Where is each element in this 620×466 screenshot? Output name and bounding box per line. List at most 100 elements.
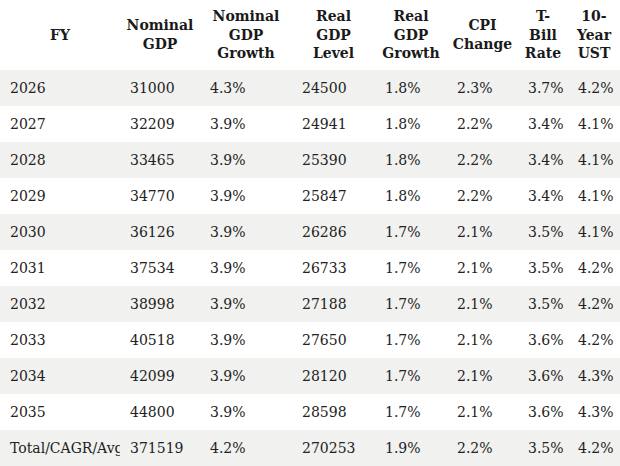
table-row: 2034420993.9%281201.7%2.1%3.6%4.3% bbox=[0, 358, 620, 394]
table-row: 2030361263.9%262861.7%2.1%3.5%4.1% bbox=[0, 214, 620, 250]
table-cell: 1.7% bbox=[375, 322, 447, 358]
table-cell: 270253 bbox=[292, 430, 375, 466]
table-cell: 4.2% bbox=[568, 322, 620, 358]
table-cell: 32209 bbox=[120, 106, 200, 142]
table-cell: 2.2% bbox=[447, 178, 518, 214]
table-cell: 3.4% bbox=[518, 142, 568, 178]
table-cell: 3.9% bbox=[200, 358, 292, 394]
table-cell: 1.7% bbox=[375, 286, 447, 322]
table-cell: 4.3% bbox=[200, 70, 292, 106]
table-cell: 34770 bbox=[120, 178, 200, 214]
table-cell: 4.3% bbox=[568, 358, 620, 394]
table-cell: 2.1% bbox=[447, 250, 518, 286]
table-cell: 3.9% bbox=[200, 142, 292, 178]
table-row: 2035448003.9%285981.7%2.1%3.6%4.3% bbox=[0, 394, 620, 430]
table-row: 2028334653.9%253901.8%2.2%3.4%4.1% bbox=[0, 142, 620, 178]
table-cell: 2.3% bbox=[447, 70, 518, 106]
table-cell: 2.1% bbox=[447, 286, 518, 322]
table-cell: 1.7% bbox=[375, 394, 447, 430]
table-cell: 1.7% bbox=[375, 250, 447, 286]
table-cell: 4.1% bbox=[568, 142, 620, 178]
table-cell: 4.2% bbox=[568, 430, 620, 466]
table-row: 2027322093.9%249411.8%2.2%3.4%4.1% bbox=[0, 106, 620, 142]
table-cell: 3.4% bbox=[518, 106, 568, 142]
table-cell: 38998 bbox=[120, 286, 200, 322]
table-cell: 40518 bbox=[120, 322, 200, 358]
table-cell: 1.7% bbox=[375, 358, 447, 394]
table-cell: 27650 bbox=[292, 322, 375, 358]
table-cell: 2.2% bbox=[447, 142, 518, 178]
table-cell: 2030 bbox=[0, 214, 120, 250]
table-row: 2033405183.9%276501.7%2.1%3.6%4.2% bbox=[0, 322, 620, 358]
table-cell: 3.5% bbox=[518, 214, 568, 250]
table-cell: 26286 bbox=[292, 214, 375, 250]
table-cell: 25847 bbox=[292, 178, 375, 214]
table-cell: 44800 bbox=[120, 394, 200, 430]
table-cell: 2031 bbox=[0, 250, 120, 286]
column-header: Real GDP Level bbox=[292, 0, 375, 70]
table-cell: 37534 bbox=[120, 250, 200, 286]
table-cell: 1.8% bbox=[375, 142, 447, 178]
table-cell: 1.8% bbox=[375, 106, 447, 142]
table-cell: 371519 bbox=[120, 430, 200, 466]
table-cell: 3.9% bbox=[200, 250, 292, 286]
table-cell: 28120 bbox=[292, 358, 375, 394]
table-cell: 31000 bbox=[120, 70, 200, 106]
table-cell: 1.8% bbox=[375, 70, 447, 106]
table-cell: 3.7% bbox=[518, 70, 568, 106]
table-cell: 26733 bbox=[292, 250, 375, 286]
table-header: FYNominal GDPNominal GDP GrowthReal GDP … bbox=[0, 0, 620, 70]
table-row: 2029347703.9%258471.8%2.2%3.4%4.1% bbox=[0, 178, 620, 214]
table-cell: 36126 bbox=[120, 214, 200, 250]
table-cell: 3.5% bbox=[518, 250, 568, 286]
table-cell: 4.3% bbox=[568, 394, 620, 430]
table-row: 2032389983.9%271881.7%2.1%3.5%4.2% bbox=[0, 286, 620, 322]
table-cell: 28598 bbox=[292, 394, 375, 430]
column-header: CPI Change bbox=[447, 0, 518, 70]
table-cell: 2026 bbox=[0, 70, 120, 106]
table-cell: 4.2% bbox=[568, 70, 620, 106]
table-cell: 2032 bbox=[0, 286, 120, 322]
table-cell: 42099 bbox=[120, 358, 200, 394]
table-cell: 2028 bbox=[0, 142, 120, 178]
table-cell: 3.9% bbox=[200, 214, 292, 250]
table-body: 2026310004.3%245001.8%2.3%3.7%4.2%202732… bbox=[0, 70, 620, 466]
table-cell: 2.2% bbox=[447, 106, 518, 142]
table-cell: 3.6% bbox=[518, 322, 568, 358]
table-cell: 4.2% bbox=[200, 430, 292, 466]
column-header: FY bbox=[0, 0, 120, 70]
header-row: FYNominal GDPNominal GDP GrowthReal GDP … bbox=[0, 0, 620, 70]
table-cell: 27188 bbox=[292, 286, 375, 322]
column-header: Nominal GDP Growth bbox=[200, 0, 292, 70]
table-cell: 2.1% bbox=[447, 358, 518, 394]
table-cell: 1.9% bbox=[375, 430, 447, 466]
table-cell: 3.9% bbox=[200, 286, 292, 322]
table-cell: 2.1% bbox=[447, 394, 518, 430]
table-cell: 4.2% bbox=[568, 286, 620, 322]
table-cell: 33465 bbox=[120, 142, 200, 178]
table-cell: 2029 bbox=[0, 178, 120, 214]
gdp-table-container: FYNominal GDPNominal GDP GrowthReal GDP … bbox=[0, 0, 620, 466]
table-cell: 2033 bbox=[0, 322, 120, 358]
table-cell: 2.1% bbox=[447, 322, 518, 358]
gdp-forecast-table: FYNominal GDPNominal GDP GrowthReal GDP … bbox=[0, 0, 620, 466]
table-cell: 2.1% bbox=[447, 214, 518, 250]
table-cell: 3.9% bbox=[200, 178, 292, 214]
table-cell: 24941 bbox=[292, 106, 375, 142]
table-row: 2026310004.3%245001.8%2.3%3.7%4.2% bbox=[0, 70, 620, 106]
table-cell: 3.5% bbox=[518, 286, 568, 322]
table-cell: 4.1% bbox=[568, 178, 620, 214]
table-cell: 3.5% bbox=[518, 430, 568, 466]
table-cell: 2.2% bbox=[447, 430, 518, 466]
column-header: Real GDP Growth bbox=[375, 0, 447, 70]
table-cell: 1.8% bbox=[375, 178, 447, 214]
table-cell: 3.9% bbox=[200, 106, 292, 142]
table-cell: 24500 bbox=[292, 70, 375, 106]
table-cell: 3.9% bbox=[200, 322, 292, 358]
table-row: Total/CAGR/Avg3715194.2%2702531.9%2.2%3.… bbox=[0, 430, 620, 466]
table-cell: 3.4% bbox=[518, 178, 568, 214]
table-cell: 25390 bbox=[292, 142, 375, 178]
table-cell: 4.1% bbox=[568, 214, 620, 250]
table-cell: 3.6% bbox=[518, 394, 568, 430]
table-cell: 2027 bbox=[0, 106, 120, 142]
